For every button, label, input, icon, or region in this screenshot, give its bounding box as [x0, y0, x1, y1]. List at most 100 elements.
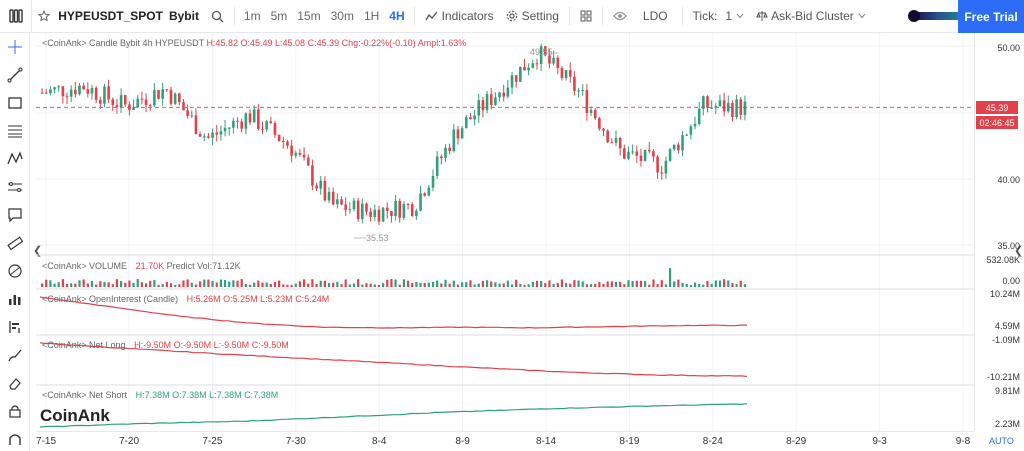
- candle-body: [548, 55, 551, 64]
- candle-body: [211, 132, 214, 138]
- volume-bar: [182, 280, 185, 287]
- volume-bar: [406, 280, 410, 287]
- text-note-icon[interactable]: [0, 201, 30, 229]
- candle-body: [327, 191, 331, 201]
- favorite-star-icon[interactable]: [32, 0, 56, 33]
- fib-icon[interactable]: [0, 117, 30, 145]
- volume-bar: [294, 283, 297, 287]
- candle-body: [94, 87, 98, 100]
- interval-15m[interactable]: 15m: [297, 9, 321, 23]
- bar-stats-icon[interactable]: [0, 285, 30, 313]
- volume-bar: [286, 284, 289, 287]
- chart-svg[interactable]: 49.55 35.53: [36, 33, 974, 431]
- price-scale[interactable]: 50.00 40.00 35.00 532.08K 0.00 10.24M 4.…: [974, 33, 1024, 431]
- symbol-selector[interactable]: HYPEUSDT_SPOT Bybit: [56, 0, 205, 33]
- volume-bar: [103, 282, 106, 287]
- volume-bar: [668, 268, 672, 287]
- volume-bar: [644, 281, 647, 287]
- candle-body: [627, 151, 630, 159]
- candle-body: [660, 172, 664, 174]
- candle-body: [269, 121, 273, 124]
- interval-1m[interactable]: 1m: [243, 9, 261, 23]
- volume-bar: [519, 283, 522, 287]
- interval-5m[interactable]: 5m: [270, 9, 288, 23]
- auto-scale-button[interactable]: AUTO: [989, 436, 1014, 446]
- net-long-axis-label: -1.09M: [991, 335, 1020, 345]
- volume-bar: [515, 279, 518, 287]
- candle-body: [726, 102, 730, 112]
- candle-body: [564, 70, 568, 79]
- volume-bar: [53, 283, 56, 287]
- candle-body: [44, 92, 48, 94]
- ruler-icon[interactable]: [0, 229, 30, 257]
- setting-button[interactable]: Setting: [500, 0, 565, 33]
- candle-body: [169, 89, 173, 104]
- collapse-right-icon[interactable]: ❮: [1014, 245, 1024, 257]
- volume-bar: [248, 284, 252, 287]
- candle-body: [743, 101, 747, 115]
- cluster-selector[interactable]: Ask-Bid Cluster: [750, 0, 872, 33]
- net-long-axis-label: -10.21M: [986, 372, 1020, 382]
- volume-bar: [415, 281, 418, 287]
- time-scale[interactable]: 7-15 7-20 7-25 7-30 8-4 8-9 8-14 8-19 8-24 8-29 9-…: [36, 431, 974, 451]
- candle-body: [385, 207, 389, 211]
- volume-bar: [731, 282, 734, 287]
- candle-body: [452, 129, 456, 152]
- candle-body: [390, 210, 393, 216]
- tick-selector[interactable]: Tick: 1: [687, 0, 751, 33]
- chart-area[interactable]: 49.55 35.53: [36, 33, 974, 431]
- collapse-left-icon[interactable]: ❮: [33, 245, 43, 257]
- crosshair-icon[interactable]: [0, 33, 30, 61]
- free-trial-button[interactable]: Free Trial: [958, 0, 1024, 33]
- indicators-button[interactable]: Indicators: [419, 0, 500, 33]
- interval-4h[interactable]: 4H: [389, 9, 405, 23]
- candle-body: [252, 109, 256, 123]
- time-axis-label: 8-9: [455, 436, 470, 447]
- volume-bar: [115, 279, 119, 287]
- candle-body: [394, 200, 397, 216]
- brush-icon[interactable]: [0, 341, 30, 369]
- candle-body: [693, 124, 697, 127]
- time-axis-label: 9-3: [872, 436, 887, 447]
- volume-bar: [490, 281, 493, 287]
- volume-bar: [140, 282, 143, 287]
- eraser-icon[interactable]: [0, 369, 30, 397]
- volume-bar: [423, 283, 426, 287]
- magnet-bottom-icon[interactable]: [0, 425, 30, 451]
- trendline-icon[interactable]: [0, 61, 30, 89]
- magnet-icon[interactable]: [0, 257, 30, 285]
- countdown-tag: 02:46:45: [976, 116, 1018, 129]
- time-axis-label: 7-25: [202, 436, 223, 447]
- volume-bar: [215, 282, 218, 287]
- volume-bar: [336, 281, 339, 287]
- chevron-down-icon: [858, 13, 866, 19]
- rectangle-icon[interactable]: [0, 89, 30, 117]
- volume-bar: [390, 279, 393, 287]
- volume-bar: [465, 282, 468, 287]
- gradient-min-handle[interactable]: [907, 10, 920, 22]
- time-axis-label: 9-8: [955, 436, 971, 447]
- interval-1h[interactable]: 1H: [363, 9, 380, 23]
- volume-bar: [382, 283, 385, 287]
- candle-body: [111, 99, 115, 106]
- time-axis-label: 7-30: [285, 436, 306, 447]
- candle-body: [539, 46, 543, 65]
- candle-body: [207, 136, 210, 138]
- layout-logo-icon[interactable]: [0, 0, 33, 33]
- channel-icon[interactable]: [0, 173, 30, 201]
- price-axis-label: 50.00: [997, 43, 1020, 53]
- volume-profile-icon[interactable]: [0, 313, 30, 341]
- pattern-icon[interactable]: [0, 145, 30, 173]
- volume-bar: [190, 282, 193, 287]
- interval-30m[interactable]: 30m: [330, 9, 354, 23]
- search-icon[interactable]: [205, 0, 230, 33]
- eye-icon[interactable]: [607, 0, 633, 33]
- layout-grid-icon[interactable]: [574, 0, 598, 33]
- volume-bar: [502, 283, 505, 287]
- lock-icon[interactable]: [0, 397, 30, 425]
- cluster-label: Ask-Bid Cluster: [771, 9, 854, 23]
- ldo-selector[interactable]: LDO: [633, 0, 678, 33]
- candle-body: [40, 92, 44, 94]
- candle-body: [577, 90, 580, 92]
